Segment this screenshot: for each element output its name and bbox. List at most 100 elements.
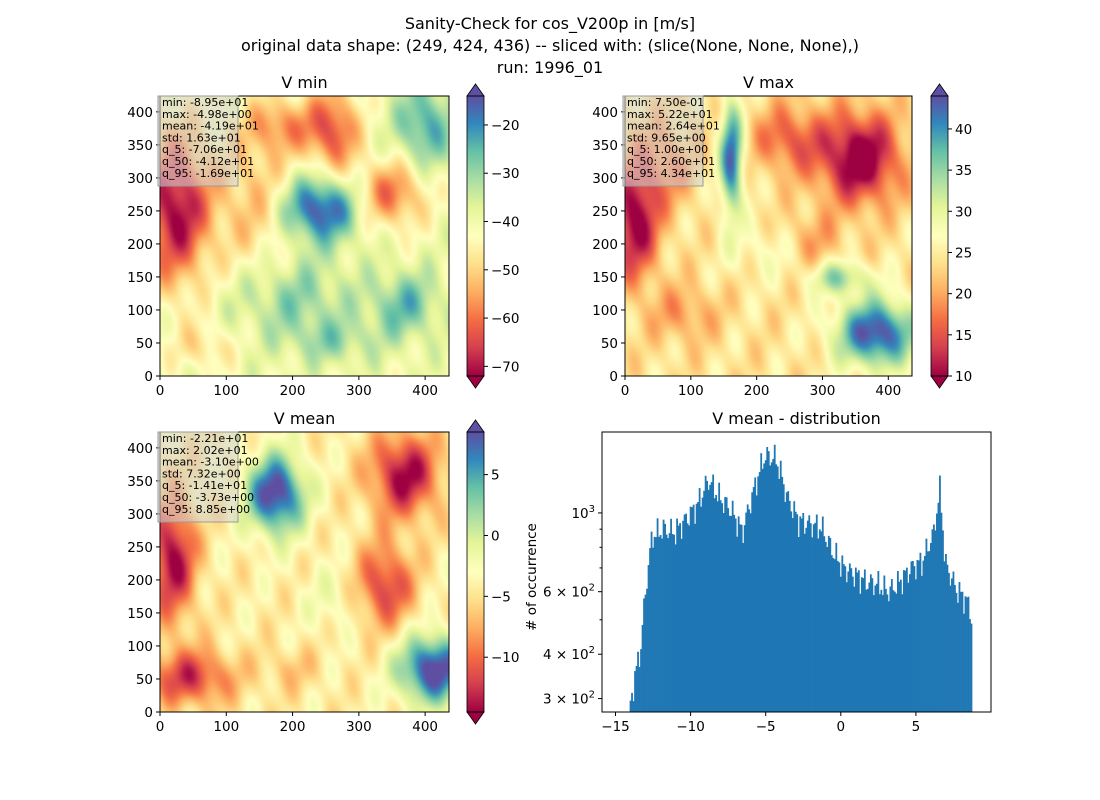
colorbar-tick-label: −70 [491,359,520,375]
histogram-bar [688,525,691,712]
y-tick-label: 350 [127,474,153,490]
histogram-bar [646,588,648,712]
histogram-bar [964,596,967,712]
histogram-bar [824,541,827,712]
histogram-bar [948,572,950,712]
histogram-bar [955,592,958,712]
histogram-bar [695,503,698,712]
histogram-bar [936,513,938,712]
colorbar-tick-label: 35 [955,163,972,179]
histogram-bar [689,506,692,712]
stats-box-frame [157,431,239,523]
histogram-bar [830,555,833,712]
histogram-bar [871,578,874,712]
x-tick-label: 400 [412,383,438,399]
colorbar-tick-label: 0 [491,528,500,544]
stats-line: max: -4.98e+00 [162,108,252,121]
histogram-bar [865,589,868,712]
histogram-bar [884,588,887,712]
histogram-bar [958,582,961,712]
histogram-bar [799,516,802,712]
panel-v-min: V min 0 100 200 300 400 0 50 100 150 200 250 300 350 4… [127,73,519,399]
colorbar-extend-max [466,83,485,97]
y-tick-label: 100 [127,639,153,655]
histogram-bar [940,512,943,712]
histogram-bar [793,501,796,712]
histogram-bar [945,553,947,712]
stats-line: min: -8.95e+01 [162,96,248,109]
histogram-bar [640,649,642,712]
x-tick-label: −5 [756,719,776,735]
histogram-bar [930,543,932,712]
histogram-bar [647,565,650,712]
histogram-bar [764,460,767,712]
x-tick-label: 0 [621,383,630,399]
histogram-bar [960,591,962,712]
histogram-bar [815,514,818,712]
colorbar-tick-label: −50 [491,263,520,279]
colorbar-gradient [467,96,484,376]
histogram-bar [776,466,779,712]
x-tick-label: 5 [912,719,921,735]
histogram-bar [833,559,836,712]
histogram-bar [823,536,826,712]
histogram-bar [954,585,956,712]
y-tick-label: 250 [127,204,153,220]
stats-line: q_50: -4.12e+01 [162,155,254,168]
histogram-bar [749,513,752,712]
histogram-bar [778,478,781,712]
axes-title: V mean [274,409,335,428]
histogram-bar [694,523,697,712]
colorbar-extend-min [466,711,485,725]
histogram-bar [691,507,694,712]
histogram-bar [784,501,787,712]
histogram-bar [704,475,707,712]
histogram-bar [763,463,766,712]
stats-line: q_95: -1.69e+01 [162,167,254,180]
histogram-bar [802,513,805,712]
colorbar-tick-label: 5 [491,468,500,484]
x-tick-label: 200 [744,383,770,399]
y-tick-label: 0 [144,705,153,721]
histogram-bar [811,537,814,712]
y-tick-label: 400 [127,105,153,121]
histogram-bar [880,589,883,712]
y-tick-label: 3 × 102 [543,690,595,708]
histogram-bar [785,492,788,712]
y-tick-label: 200 [127,573,153,589]
x-tick-label: 300 [346,719,372,735]
stats-line: q_50: -3.73e+00 [162,491,254,504]
colorbar-tick-label: −5 [491,589,511,605]
histogram-bar [680,538,683,712]
histogram-bar [631,692,633,712]
histogram-bar [872,595,875,712]
histogram-bar [629,700,632,712]
histogram-bar [951,578,953,712]
y-tick-label: 50 [136,672,153,688]
histogram-bar [918,560,920,712]
y-tick-label: 103 [571,504,595,522]
histogram-bar [683,514,686,712]
histogram-bar [743,525,746,712]
histogram-bar [760,453,763,712]
y-tick-label: 350 [592,138,618,154]
histogram-bar [656,518,659,712]
y-tick-label: 50 [136,336,153,352]
histogram-bar [643,598,645,712]
histogram-bar [883,575,886,712]
y-tick-label: 100 [127,303,153,319]
histogram-bar [790,511,793,712]
histogram-bar [862,578,865,712]
histogram-bar [916,559,919,712]
histogram-bar [782,484,785,712]
histogram-bar [661,538,663,712]
colorbar-tick-label: 15 [955,328,972,344]
histogram-bar [715,494,718,712]
y-tick-label: 350 [127,138,153,154]
stats-line: q_95: 8.85e+00 [162,503,250,516]
y-tick-label: 150 [127,606,153,622]
histogram-bar [728,515,731,712]
histogram-bar [806,520,809,712]
histogram-bar [818,529,821,712]
